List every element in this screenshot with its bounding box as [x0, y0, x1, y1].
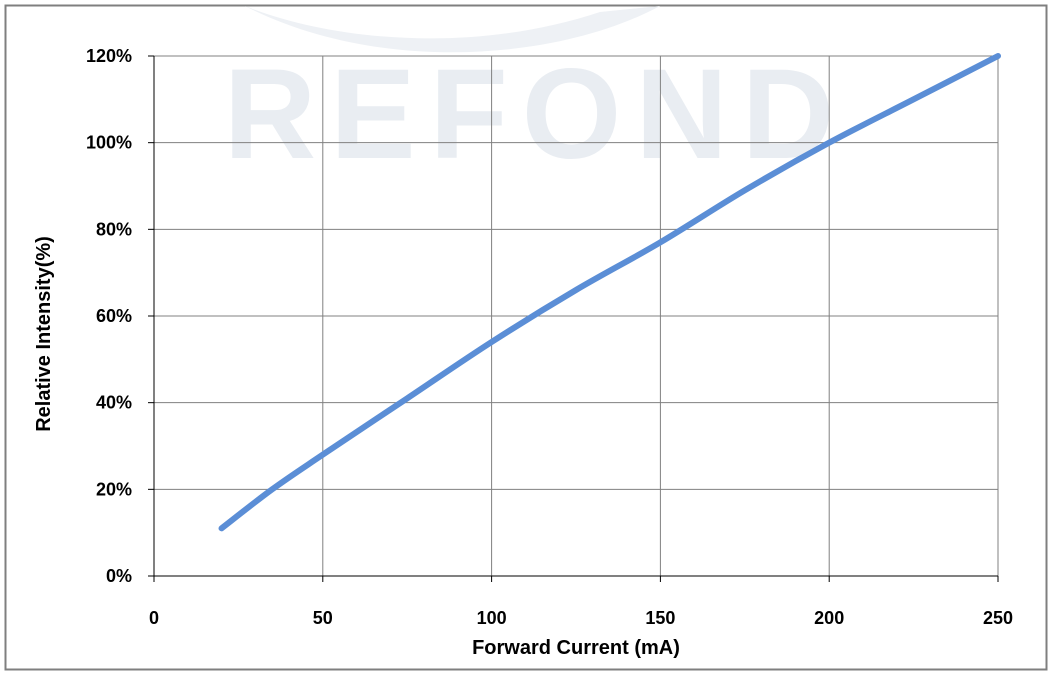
chart-border: [4, 4, 1048, 671]
y-tick-label: 100%: [86, 133, 132, 153]
y-tick-label: 0%: [106, 566, 132, 586]
x-tick-label: 200: [814, 608, 844, 628]
watermark: REFOND: [224, 6, 848, 186]
x-tick-label: 50: [313, 608, 333, 628]
y-tick-label: 20%: [96, 479, 132, 499]
watermark-logo-text: REFOND: [224, 43, 848, 186]
series-line-0: [218, 53, 1001, 532]
x-axis-title: Forward Current (mA): [472, 637, 680, 659]
x-tick-label: 250: [983, 608, 1013, 628]
tick-labels: 0% 20% 40% 60% 80% 100% 120% 0 50 100 150 200 250: [86, 46, 1013, 628]
y-tick-label: 40%: [96, 393, 132, 413]
x-tick-label: 150: [645, 608, 675, 628]
x-tick-label: 100: [477, 608, 507, 628]
watermark-swoosh: [245, 6, 660, 53]
grid-lines: [154, 55, 999, 576]
y-tick-label: 60%: [96, 306, 132, 326]
x-tick-label: 0: [149, 608, 159, 628]
y-axis-title: Relative Intensity(%): [33, 236, 55, 432]
data-series: [218, 53, 1001, 532]
axes: [148, 55, 999, 582]
y-tick-label: 120%: [86, 46, 132, 66]
y-tick-label: 80%: [96, 219, 132, 239]
